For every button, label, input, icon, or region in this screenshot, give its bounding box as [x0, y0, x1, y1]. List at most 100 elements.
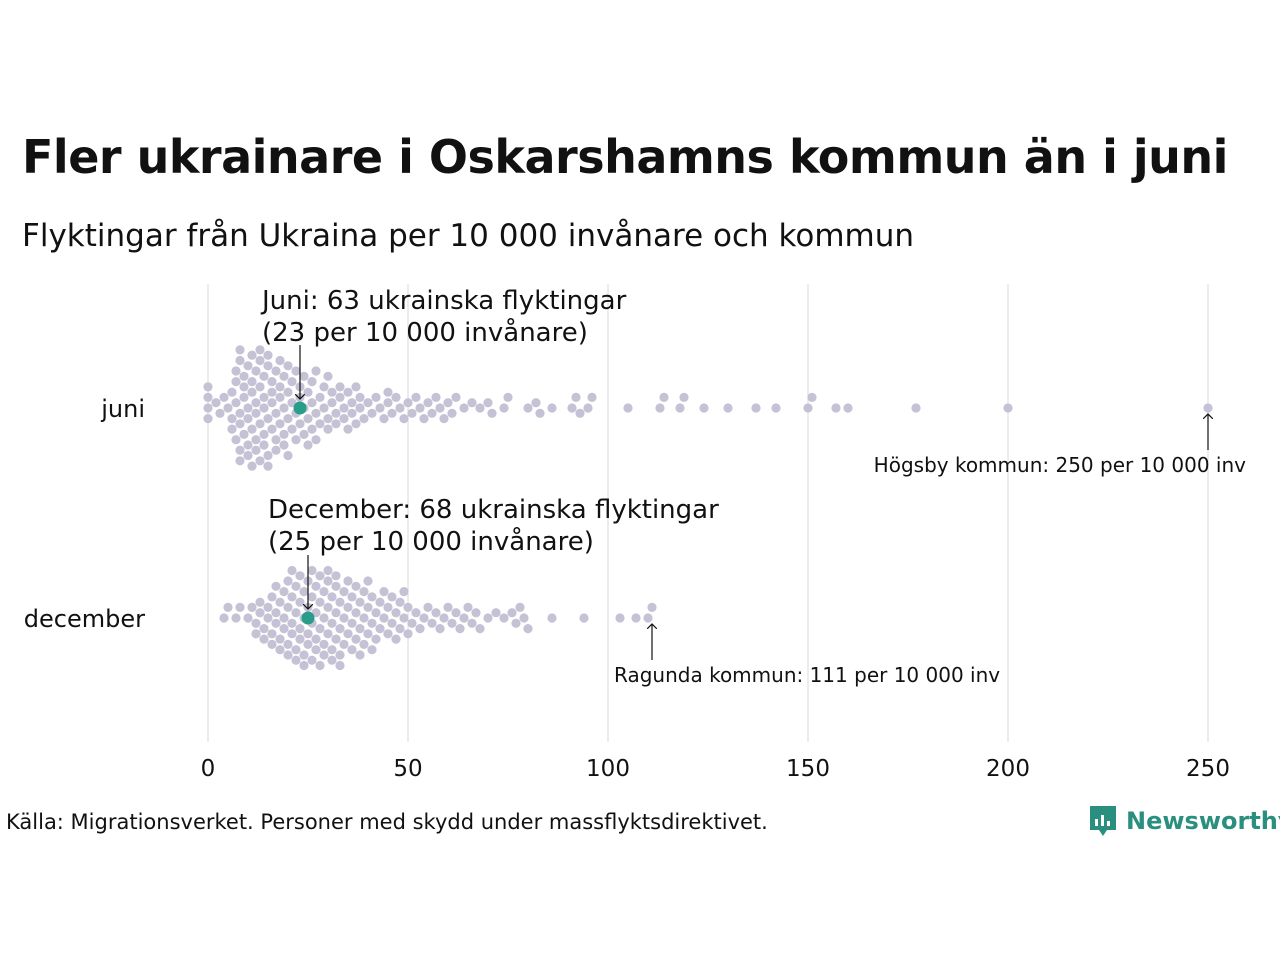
municipality-dot	[291, 435, 301, 445]
municipality-dot	[223, 602, 233, 613]
municipality-dot	[259, 634, 269, 644]
municipality-dot	[531, 398, 541, 408]
municipality-dot	[355, 403, 365, 413]
municipality-dot	[243, 450, 253, 461]
municipality-dot	[467, 398, 477, 408]
municipality-dot	[263, 350, 273, 360]
municipality-dot	[307, 377, 317, 387]
municipality-dot	[439, 613, 449, 623]
municipality-dot	[315, 392, 325, 402]
municipality-dot	[227, 424, 237, 434]
municipality-dot	[271, 618, 281, 628]
municipality-dot	[331, 581, 341, 591]
municipality-dot	[407, 408, 417, 418]
x-tick-label: 250	[1186, 756, 1230, 782]
municipality-dot	[247, 602, 257, 613]
municipality-dot	[283, 414, 293, 424]
municipality-dot	[299, 587, 309, 597]
municipality-dot	[311, 435, 321, 445]
municipality-dot	[255, 345, 265, 355]
municipality-dot	[403, 602, 413, 613]
municipality-dot	[243, 403, 253, 413]
municipality-dot	[403, 398, 413, 408]
municipality-dot	[291, 645, 301, 655]
municipality-dot	[339, 403, 349, 413]
municipality-dot	[399, 414, 409, 424]
municipality-dot	[231, 366, 241, 376]
municipality-dot	[247, 377, 257, 387]
municipality-dot	[487, 408, 497, 418]
municipality-dot	[371, 608, 381, 618]
municipality-dot	[315, 597, 325, 607]
municipality-dot	[283, 576, 293, 586]
municipality-dot	[347, 408, 357, 418]
municipality-dot	[235, 355, 245, 366]
municipality-dot	[271, 435, 281, 445]
municipality-dot	[255, 608, 265, 618]
municipality-dot	[255, 382, 265, 392]
x-tick-label: 0	[201, 756, 216, 782]
municipality-dot	[351, 634, 361, 644]
municipality-dot	[331, 408, 341, 418]
highlight-annotation: December: 68 ukrainska flyktingar	[268, 495, 719, 525]
municipality-dot	[203, 392, 213, 402]
municipality-dot	[311, 581, 321, 591]
municipality-dot	[387, 592, 397, 602]
municipality-dot	[535, 408, 545, 418]
municipality-dot	[679, 392, 689, 402]
highlight-annotation: (25 per 10 000 invånare)	[268, 526, 594, 557]
municipality-dot	[315, 419, 325, 429]
municipality-dot	[263, 461, 273, 471]
municipality-dot	[223, 403, 233, 413]
municipality-dot	[271, 608, 281, 618]
municipality-dot	[383, 387, 393, 397]
municipality-dot	[351, 581, 361, 591]
municipality-dot	[415, 403, 425, 413]
municipality-dot	[519, 613, 529, 623]
municipality-dot	[831, 403, 841, 413]
municipality-dot	[467, 618, 477, 628]
municipality-dot	[615, 613, 625, 623]
municipality-dot	[359, 414, 369, 424]
municipality-dot	[367, 592, 377, 602]
municipality-dot	[407, 618, 417, 628]
municipality-dot	[387, 618, 397, 628]
municipality-dot	[259, 371, 269, 381]
municipality-dot	[395, 597, 405, 607]
municipality-dot	[523, 624, 533, 634]
municipality-dot	[319, 639, 329, 650]
municipality-dot	[251, 366, 261, 376]
municipality-dot	[483, 398, 493, 408]
municipality-dot	[319, 650, 329, 660]
municipality-dot	[327, 592, 337, 602]
municipality-dot	[571, 392, 581, 402]
municipality-dot	[391, 392, 401, 402]
municipality-dot	[435, 403, 445, 413]
municipality-dot	[463, 602, 473, 613]
municipality-dot	[219, 613, 229, 623]
municipality-dot	[395, 624, 405, 634]
municipality-dot	[299, 371, 309, 381]
municipality-dot	[343, 387, 353, 397]
highlight-annotation: Juni: 63 ukrainska flyktingar	[260, 286, 627, 316]
municipality-dot	[443, 602, 453, 613]
x-tick-label: 100	[586, 756, 630, 782]
municipality-dot	[347, 618, 357, 628]
municipality-dot	[355, 624, 365, 634]
municipality-dot	[327, 645, 337, 655]
municipality-dot	[279, 371, 289, 381]
municipality-dot	[427, 618, 437, 628]
municipality-dot	[307, 565, 317, 576]
municipality-dot	[291, 581, 301, 591]
municipality-dot	[399, 613, 409, 623]
municipality-dot	[287, 592, 297, 602]
x-tick-label: 200	[986, 756, 1030, 782]
newsworthy-logo[interactable]: Newsworthy	[1088, 804, 1280, 838]
municipality-dot	[259, 403, 269, 413]
municipality-dot	[383, 398, 393, 408]
municipality-dot	[259, 429, 269, 439]
municipality-dot	[231, 398, 241, 408]
municipality-dot	[307, 655, 317, 665]
municipality-dot	[231, 377, 241, 387]
municipality-dot	[291, 655, 301, 665]
